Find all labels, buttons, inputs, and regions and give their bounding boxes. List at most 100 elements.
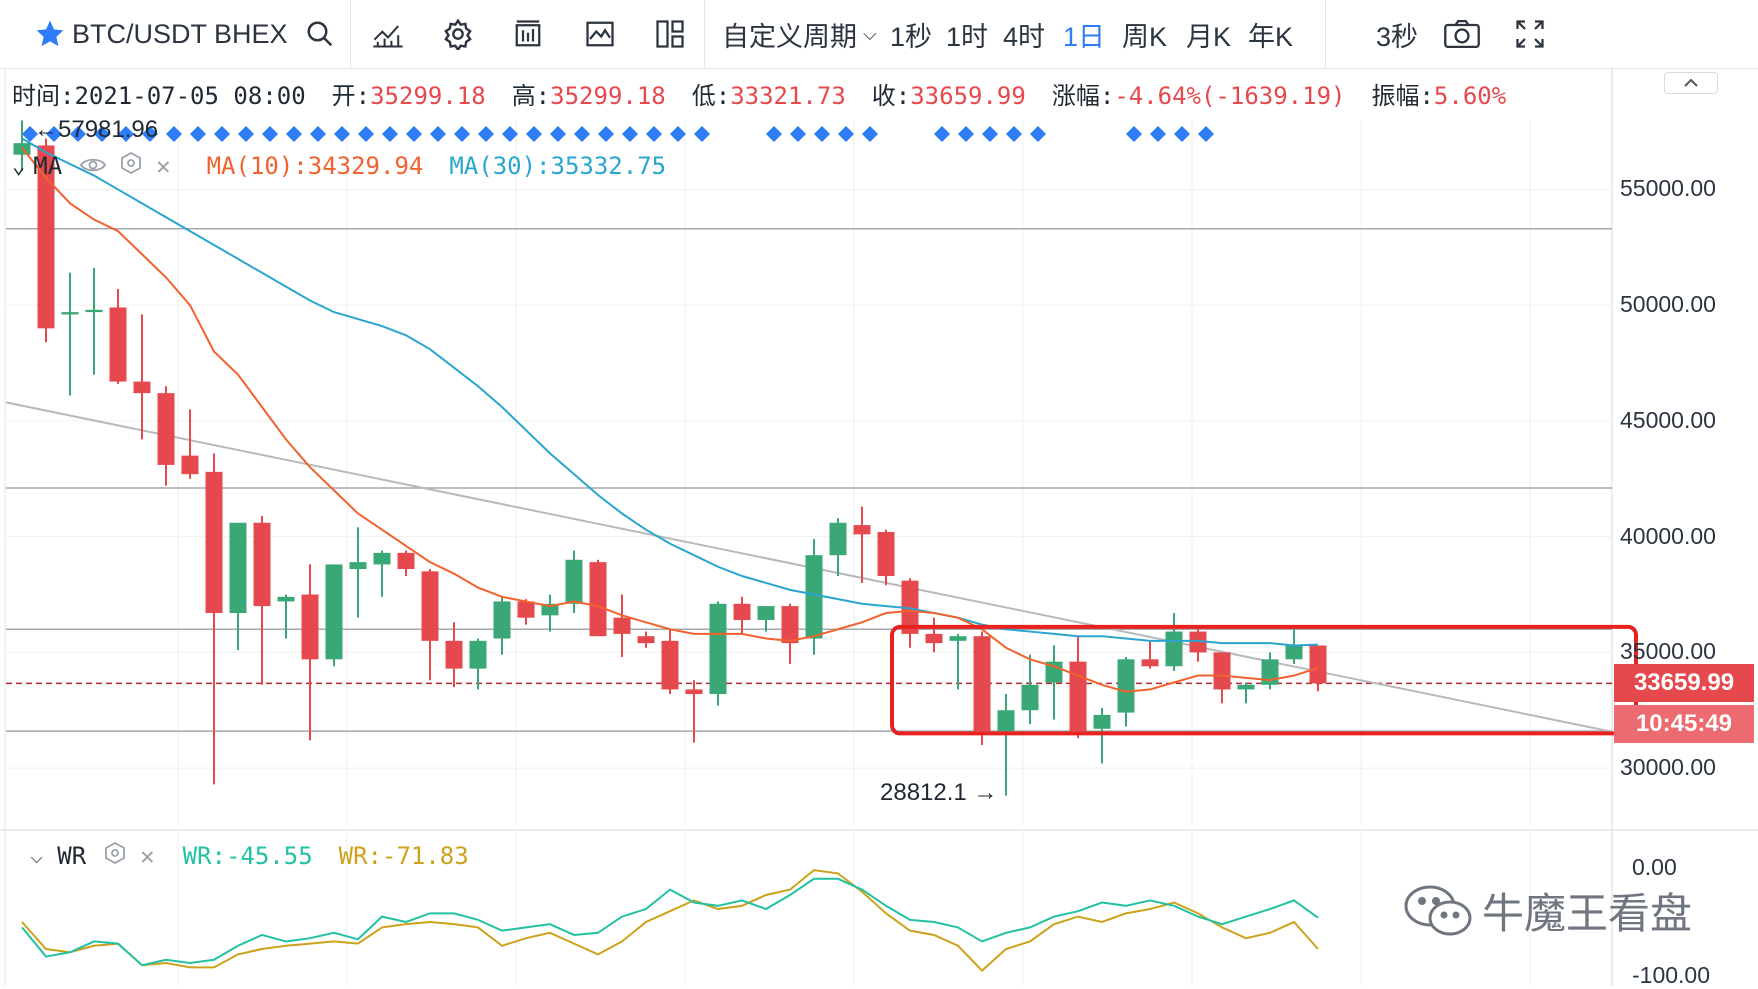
candle-body: [229, 522, 247, 614]
candle-body: [397, 552, 415, 570]
candle: [517, 599, 535, 625]
candle: [685, 680, 703, 743]
collapse-chevron-icon[interactable]: ⌄: [12, 153, 26, 179]
price-axis-tick: 35000.00: [1620, 638, 1716, 665]
indicator-settings-icon[interactable]: [120, 151, 142, 180]
candle-body: [685, 689, 703, 695]
candle-body: [1141, 659, 1159, 667]
candle-body: [181, 455, 199, 475]
star-icon[interactable]: [30, 14, 70, 54]
wr-name: WR: [57, 842, 87, 870]
event-marker-diamond: [1150, 126, 1166, 142]
candle: [925, 617, 943, 653]
candle: [421, 569, 439, 681]
candle: [853, 506, 871, 583]
period-1d[interactable]: 1日: [1063, 21, 1106, 52]
candle-body: [61, 312, 79, 315]
event-marker-diamond: [934, 126, 950, 142]
refresh-interval[interactable]: 3秒: [1376, 21, 1419, 52]
candle-body: [853, 525, 871, 535]
candle-body: [1117, 659, 1135, 713]
event-marker-diamond: [478, 126, 494, 142]
event-marker-diamond: [334, 126, 350, 142]
candle: [757, 606, 775, 632]
chevron-down-icon[interactable]: ⌵: [30, 843, 44, 869]
close-icon[interactable]: ✕: [140, 842, 155, 870]
event-marker-diamond: [646, 126, 662, 142]
candle: [469, 638, 487, 690]
close-label: 收:: [871, 82, 911, 110]
candle-body: [781, 606, 799, 644]
candle-body: [805, 555, 823, 639]
low-value: 33321.73: [730, 82, 846, 110]
candle-body: [277, 596, 295, 602]
candle-body: [997, 710, 1015, 732]
period-1h[interactable]: 1时: [946, 21, 989, 52]
event-marker-diamond: [838, 126, 854, 142]
candle: [349, 527, 367, 618]
price-axis-tick: 45000.00: [1620, 406, 1716, 433]
candle-body: [445, 640, 463, 669]
collapse-caret-icon[interactable]: [1664, 72, 1718, 94]
custom-period-label: 自定义周期: [722, 21, 857, 52]
candle: [637, 631, 655, 648]
candle: [445, 622, 463, 688]
close-icon[interactable]: ✕: [156, 152, 171, 180]
event-marker-diamond: [406, 126, 422, 142]
candle-body: [205, 471, 223, 614]
symbol-name[interactable]: BTC/USDT BHEX: [72, 18, 288, 49]
wr-axis-tick: 0.00: [1632, 854, 1677, 880]
compare-icon[interactable]: [580, 14, 620, 54]
event-marker-diamond: [1174, 126, 1190, 142]
period-week[interactable]: 周K: [1122, 21, 1168, 52]
candle-body: [829, 522, 847, 556]
candle-body: [1309, 645, 1327, 684]
candle-body: [1213, 652, 1231, 690]
event-marker-diamond: [502, 126, 518, 142]
event-marker-diamond: [550, 126, 566, 142]
chart-style-icon[interactable]: [508, 14, 548, 54]
candle-body: [157, 393, 175, 465]
period-1s[interactable]: 1秒: [890, 21, 933, 52]
settings-icon[interactable]: [438, 14, 478, 54]
candle: [133, 314, 151, 440]
period-year[interactable]: 年K: [1248, 21, 1294, 52]
custom-period-dropdown[interactable]: 自定义周期 ⌵: [722, 0, 877, 68]
candle: [589, 559, 607, 637]
candle: [397, 550, 415, 577]
candle-body: [733, 603, 751, 620]
candle: [1213, 652, 1231, 704]
layout-icon[interactable]: [650, 14, 690, 54]
candle: [949, 633, 967, 690]
high-value: 35299.18: [550, 82, 666, 110]
candle-body: [613, 617, 631, 634]
period-4h[interactable]: 4时: [1003, 21, 1046, 52]
candle: [157, 386, 175, 486]
candle-body: [949, 636, 967, 641]
eye-icon[interactable]: [80, 152, 107, 180]
indicator-settings-icon[interactable]: [104, 841, 126, 870]
candle: [253, 515, 271, 685]
candle-body: [1237, 684, 1255, 690]
candle: [37, 138, 55, 343]
candle-body: [493, 601, 511, 639]
candle: [1189, 626, 1207, 662]
wr-legend: ⌵ WR ✕ WR:-45.55 WR:-71.83: [30, 840, 469, 872]
indicator-icon[interactable]: [368, 14, 408, 54]
event-marker-diamond: [862, 126, 878, 142]
period-month[interactable]: 月K: [1186, 21, 1232, 52]
candle-body: [1093, 714, 1111, 729]
search-icon[interactable]: [300, 14, 340, 54]
open-label: 开:: [331, 82, 371, 110]
candle: [829, 518, 847, 577]
price-axis-tick: 40000.00: [1620, 522, 1716, 549]
camera-icon[interactable]: [1442, 14, 1482, 54]
candle: [1021, 654, 1039, 725]
candle-body: [85, 309, 103, 313]
open-value: 35299.18: [370, 82, 486, 110]
event-marker-diamond: [358, 126, 374, 142]
ma-legend: ⌄ MA ✕ MA(10):34329.94 MA(30):35332.75: [12, 150, 666, 182]
fullscreen-icon[interactable]: [1510, 14, 1550, 54]
candle-body: [925, 633, 943, 644]
